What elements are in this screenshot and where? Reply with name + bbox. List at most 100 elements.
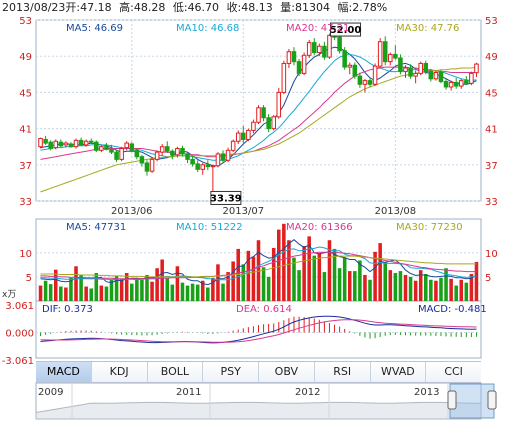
volume-bar-down (190, 283, 195, 301)
candle (78, 137, 84, 146)
tab-cci[interactable]: CCI (426, 362, 481, 382)
header-date: 2013/08/23 (2, 1, 65, 14)
navigator-handle-left (447, 390, 457, 410)
candle (180, 145, 185, 157)
tab-rsi[interactable]: RSI (314, 362, 371, 382)
tab-wvad[interactable]: WVAD (370, 362, 427, 382)
volume-bar-up (200, 280, 205, 301)
volume-bar-down (114, 275, 119, 301)
price-x-tick: 2013/06 (111, 206, 153, 217)
candle (63, 141, 69, 148)
candle (276, 87, 282, 119)
candle-body-down (109, 148, 114, 153)
volume-unit: x万 (2, 290, 16, 300)
candle (38, 137, 43, 149)
candle (190, 155, 195, 167)
tab-obv[interactable]: OBV (259, 362, 315, 382)
volume-bar-down (292, 257, 296, 301)
price-ma30-line (40, 66, 477, 193)
tab-kdj[interactable]: KDJ (91, 362, 148, 382)
tab-psy[interactable]: PSY (203, 362, 259, 382)
candle-body-down (88, 140, 94, 143)
price-tick-left: 49 (19, 52, 32, 63)
candle-body-down (382, 41, 388, 63)
candle (185, 152, 190, 163)
volume-bar-down (439, 277, 443, 301)
volume-ma-legend: MA5: 47731 MA10: 51222 MA20: 61366 MA30: 77… (66, 222, 463, 233)
macd-legend: DIF: 0.373 DEA: 0.614 MACD: -0.481 (42, 304, 487, 315)
volume-bar-up (38, 285, 43, 301)
candle-body-up (159, 146, 165, 153)
price-candles (38, 29, 479, 198)
candle-body-up (175, 148, 180, 156)
volume-bar-down (165, 277, 170, 301)
candle (474, 62, 479, 78)
candle-body-up (154, 151, 160, 160)
candle (469, 71, 474, 86)
volume-legend-ma5: MA5: 47731 (66, 222, 126, 233)
candle (453, 77, 459, 89)
candle-body-down (94, 141, 99, 151)
candle (241, 125, 246, 144)
navigator-year-label: 2011 (176, 387, 201, 398)
candle (88, 138, 94, 144)
volume-bar-up (99, 285, 104, 301)
volume-ma5-line (40, 239, 477, 286)
candle-body-up (286, 51, 292, 64)
candle (225, 147, 231, 163)
candle (149, 157, 155, 173)
candle-body-up (200, 164, 206, 170)
candle (195, 160, 200, 173)
candle-body-down (241, 132, 246, 140)
candle-body-down (134, 149, 140, 158)
navigator[interactable]: 2009 2011 2012 2013 (35, 383, 497, 420)
candle (58, 139, 64, 148)
volume-bar-down (89, 288, 93, 301)
macd-tick: -3.061 (2, 356, 34, 367)
candle-body-up (403, 67, 408, 73)
volume-bar-down (48, 284, 53, 301)
macd-y-axis: 3.061 0.000 -3.061 (2, 301, 34, 367)
candle-body-down (144, 162, 150, 172)
macd-legend-dif: DIF: 0.373 (42, 304, 93, 315)
candle-body-up (119, 148, 124, 160)
candle-body-up (469, 72, 474, 84)
candle (256, 105, 261, 125)
candle-body-down (352, 64, 358, 77)
candle-body-down (291, 51, 297, 63)
volume-bar-down (180, 282, 185, 301)
candle (337, 34, 342, 54)
candle (286, 48, 292, 68)
tab-macd[interactable]: MACD (36, 362, 92, 382)
volume-bar-up (175, 266, 180, 301)
volume-ma30-line (40, 255, 477, 278)
candle-body-down (205, 164, 211, 168)
candle (205, 160, 211, 171)
tab-boll[interactable]: BOLL (147, 362, 204, 382)
candle-body-up (281, 62, 287, 93)
candle (114, 149, 119, 163)
candle (377, 38, 383, 68)
candle (418, 61, 423, 76)
volume-bar-down (145, 274, 149, 301)
candle-body-up (83, 140, 89, 146)
candle-body-up (372, 65, 378, 85)
candle-body-down (68, 143, 74, 148)
candle (362, 78, 368, 93)
volume-bar-up (403, 274, 408, 301)
candle-body-up (327, 34, 332, 58)
header-quote: 2013/08/23开:47.18 高:48.28 低:46.70 收:48.1… (2, 0, 387, 14)
candle-body-up (246, 129, 251, 140)
candle-body-down (266, 117, 271, 130)
volume-bar-down (241, 264, 246, 301)
candle (372, 63, 378, 87)
volume-bar-down (312, 255, 317, 301)
price-y-axis: 53 53 49 49 45 45 41 41 37 37 33 33 (19, 16, 497, 208)
candle-body-up (38, 138, 43, 148)
candle (393, 45, 398, 60)
volume-bar-up (226, 272, 230, 301)
volume-bar-down (368, 279, 372, 301)
candle-body-down (114, 151, 119, 160)
candle-body-up (235, 132, 241, 142)
candle (464, 76, 469, 86)
